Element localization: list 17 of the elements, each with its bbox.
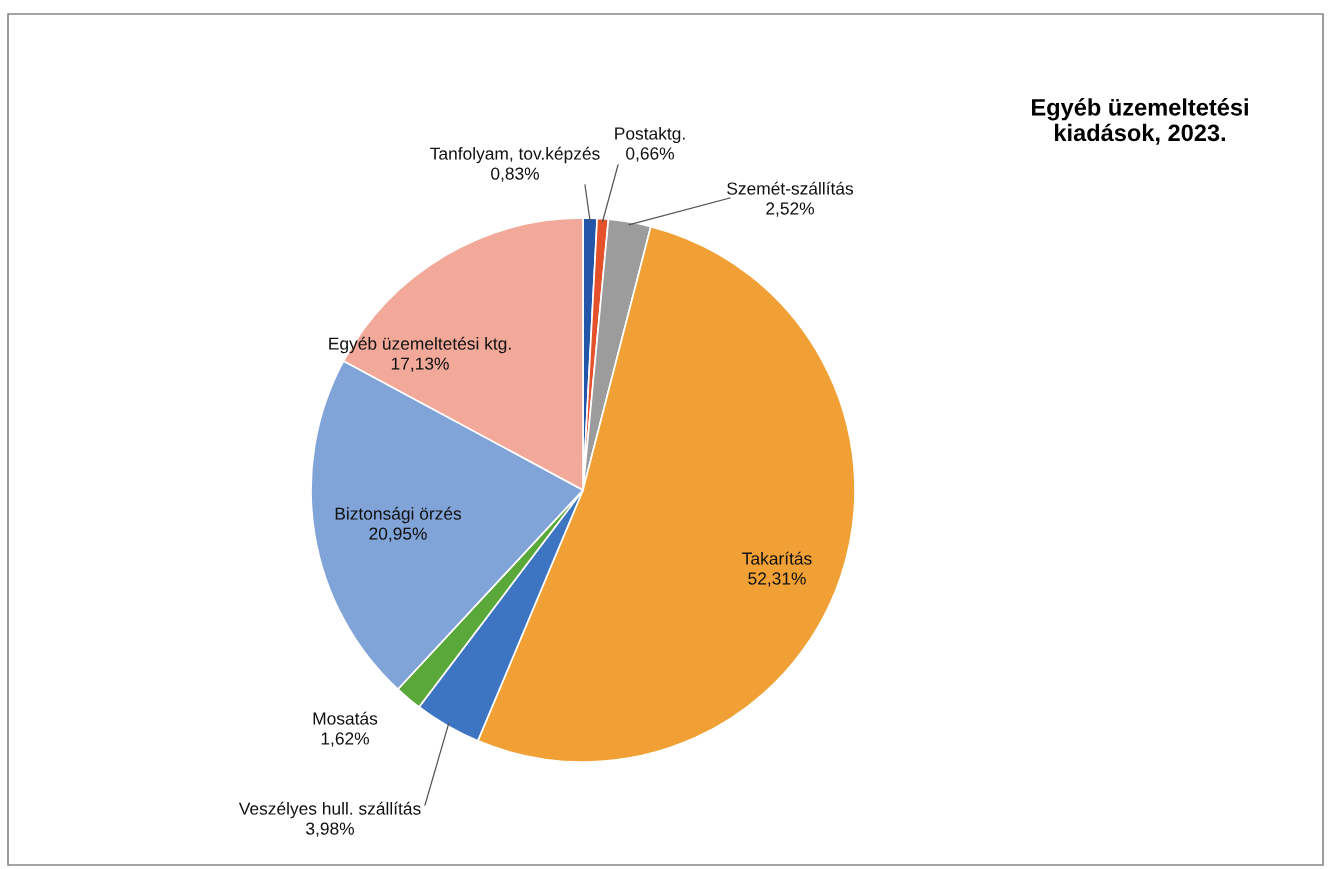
data-label: 2,52% bbox=[766, 202, 814, 217]
slice-label: Veszélyes hull. szállítás bbox=[238, 801, 421, 819]
slice-label: Mosatás bbox=[313, 711, 378, 725]
data-label: 0,66% bbox=[626, 147, 674, 162]
text: Egyéb üzemeltetési kiadások, 2023. bbox=[1032, 98, 1248, 145]
slice-label: Biztonsági örzés bbox=[335, 506, 462, 524]
data-label: 52,31% bbox=[748, 572, 806, 587]
data-label: 17,13% bbox=[391, 357, 449, 372]
slice-label: Takarítás bbox=[742, 551, 812, 565]
slice-label: Tanfolyam, tov.képzés bbox=[430, 146, 600, 164]
data-label: 1,62% bbox=[321, 732, 369, 747]
slice-label: Postaktg. bbox=[615, 126, 685, 144]
data-label: 20,95% bbox=[369, 527, 427, 542]
data-label: 3,98% bbox=[306, 822, 354, 837]
slice-label: Szemét-szállítás bbox=[727, 181, 854, 195]
data-label: 0,83% bbox=[491, 167, 539, 182]
slice-label: Egyéb üzemeltetési ktg. bbox=[329, 336, 511, 354]
